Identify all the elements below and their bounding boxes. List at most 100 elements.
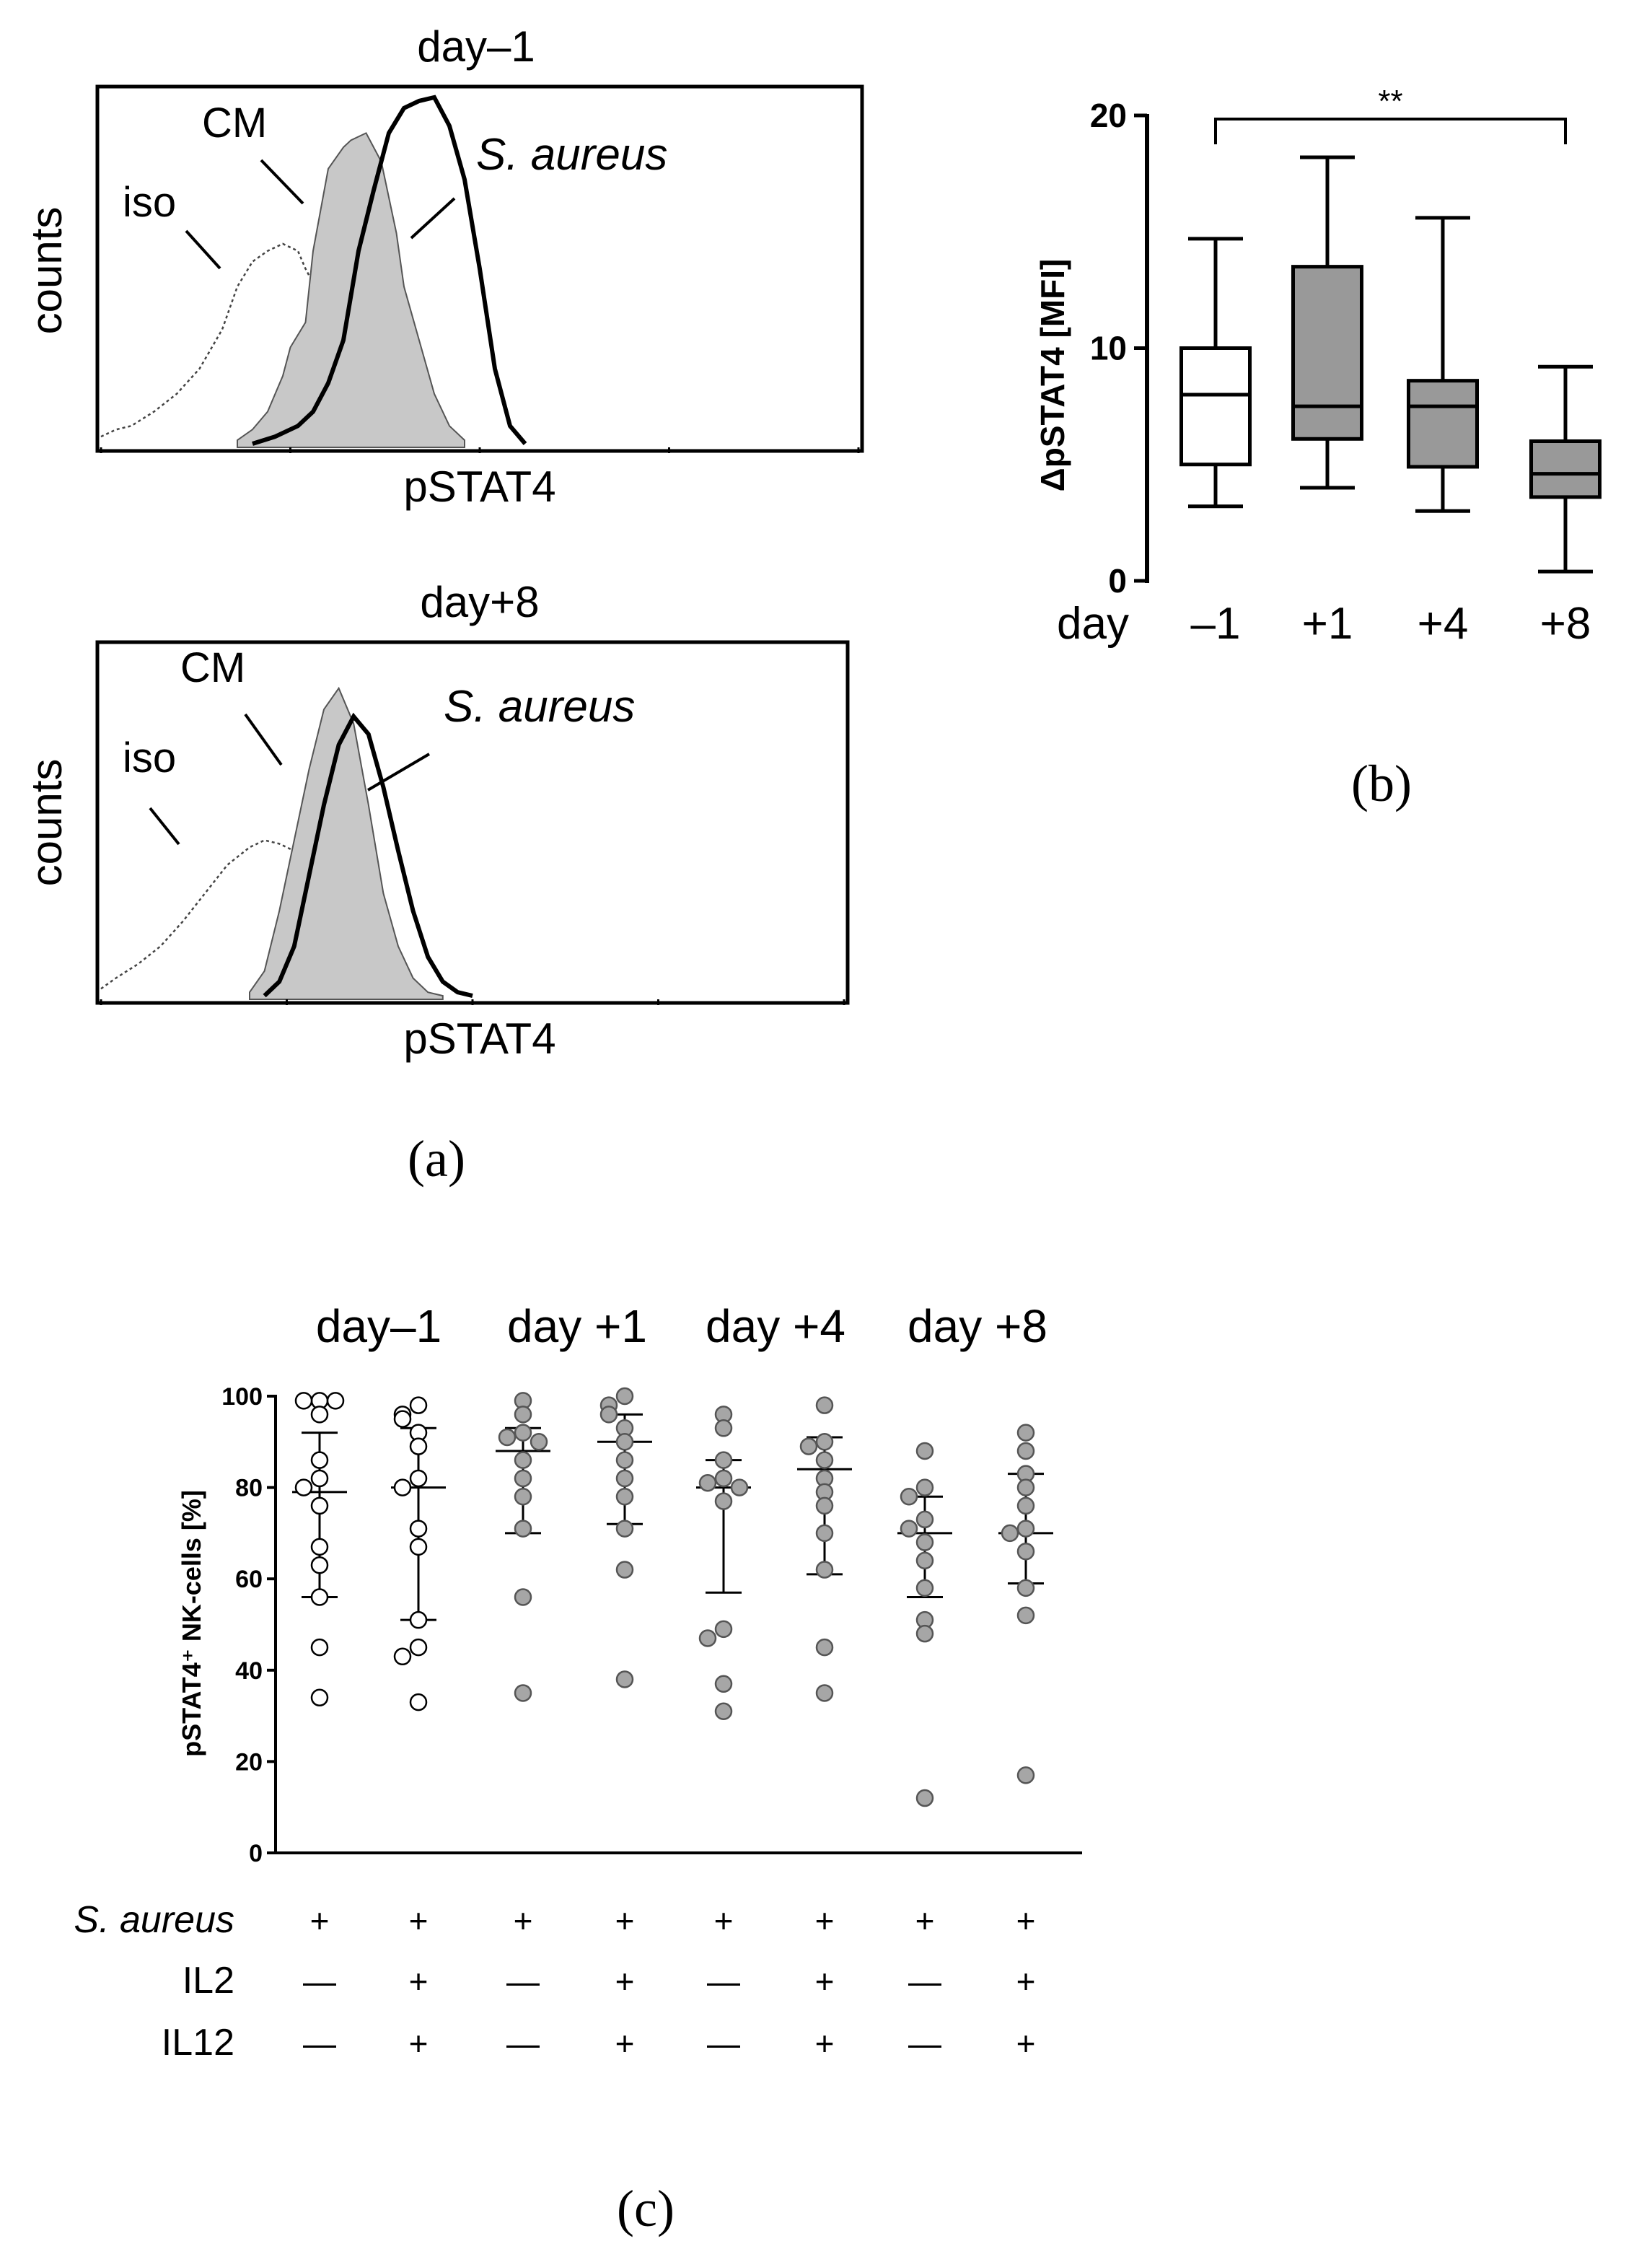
histogram-day-plus8: day+8 counts pSTAT4 iso CM S. aureus bbox=[22, 578, 850, 1063]
row-il12-value: + bbox=[1016, 2025, 1036, 2062]
data-point bbox=[900, 1520, 918, 1538]
data-point bbox=[714, 1675, 733, 1693]
row-il2-value: + bbox=[815, 1963, 835, 2000]
data-point bbox=[714, 1620, 733, 1639]
x-tick-label: –1 bbox=[1191, 599, 1241, 649]
row-sa-value: + bbox=[915, 1902, 935, 1939]
label-cm: CM bbox=[180, 644, 245, 691]
row-sa-value: + bbox=[409, 1902, 429, 1939]
data-point bbox=[615, 1670, 634, 1688]
data-point bbox=[815, 1396, 834, 1414]
y-tick-label: 20 bbox=[1090, 97, 1127, 134]
x-axis-prefix: day bbox=[1057, 599, 1129, 649]
data-point bbox=[514, 1424, 532, 1442]
data-point bbox=[514, 1588, 532, 1606]
data-point bbox=[815, 1433, 834, 1451]
pointer-s-aureus bbox=[366, 753, 431, 792]
data-point bbox=[1001, 1524, 1019, 1543]
data-point bbox=[514, 1520, 532, 1538]
label-iso: iso bbox=[123, 179, 176, 226]
y-tick-label: 20 bbox=[235, 1748, 263, 1776]
y-tick-label: 80 bbox=[235, 1475, 263, 1502]
row-il12-value: — bbox=[303, 2025, 336, 2062]
data-point bbox=[294, 1392, 313, 1410]
label-s-aureus: S. aureus bbox=[444, 682, 635, 732]
label-cm: CM bbox=[202, 100, 267, 146]
data-point bbox=[615, 1469, 634, 1488]
data-point bbox=[1016, 1478, 1035, 1496]
data-point bbox=[498, 1428, 517, 1447]
panel-label-a: (a) bbox=[408, 1130, 465, 1188]
row-label: IL12 bbox=[162, 2022, 234, 2064]
row-il12-value: + bbox=[815, 2025, 835, 2062]
y-tick-label: 100 bbox=[221, 1383, 263, 1411]
panel-label-b: (b) bbox=[1351, 755, 1412, 812]
pointer-s-aureus bbox=[410, 197, 456, 240]
row-label: S. aureus bbox=[74, 1899, 234, 1941]
data-point bbox=[599, 1406, 618, 1424]
row-sa-value: + bbox=[514, 1902, 533, 1939]
y-axis-label: pSTAT4⁺ NK-cells [%] bbox=[177, 1490, 206, 1757]
data-point bbox=[310, 1556, 329, 1574]
row-il12-value: — bbox=[707, 2025, 740, 2062]
row-sa-value: + bbox=[615, 1902, 635, 1939]
data-point bbox=[615, 1387, 634, 1406]
data-point bbox=[393, 1410, 412, 1428]
histogram-day-minus1: day–1 counts pSTAT4 iso CM S. aureus bbox=[22, 22, 864, 511]
day-label: day–1 bbox=[316, 1300, 441, 1352]
label-iso: iso bbox=[123, 735, 176, 781]
data-point bbox=[310, 1538, 329, 1556]
data-point bbox=[310, 1406, 329, 1424]
data-point bbox=[900, 1488, 918, 1506]
data-point bbox=[409, 1469, 428, 1488]
data-point bbox=[1016, 1442, 1035, 1460]
data-point bbox=[714, 1469, 733, 1488]
row-il12-value: + bbox=[615, 2025, 635, 2062]
histogram-plot bbox=[100, 686, 845, 1005]
row-sa-value: + bbox=[714, 1902, 734, 1939]
data-point bbox=[615, 1451, 634, 1469]
series-iso-curve bbox=[100, 242, 427, 438]
data-point bbox=[409, 1396, 428, 1414]
data-point bbox=[409, 1538, 428, 1556]
box-iqr bbox=[1179, 346, 1252, 467]
data-point bbox=[615, 1520, 634, 1538]
panel-label-c: (c) bbox=[617, 2180, 675, 2237]
x-tick-label: +4 bbox=[1418, 599, 1469, 649]
pointer-cm bbox=[244, 713, 283, 766]
data-point bbox=[714, 1492, 733, 1510]
data-point bbox=[393, 1647, 412, 1666]
data-point bbox=[310, 1688, 329, 1707]
y-tick-label: 0 bbox=[1108, 562, 1127, 600]
series-s-aureus-curve bbox=[263, 712, 473, 999]
data-point bbox=[514, 1451, 532, 1469]
row-sa-value: + bbox=[1016, 1902, 1036, 1939]
data-point bbox=[310, 1496, 329, 1515]
data-point bbox=[294, 1478, 313, 1496]
y-tick-label: 60 bbox=[235, 1566, 263, 1593]
y-axis-label: ΔpSTAT4 [MFI] bbox=[1034, 259, 1071, 492]
data-point bbox=[815, 1451, 834, 1469]
y-tick-label: 40 bbox=[235, 1657, 263, 1685]
data-point bbox=[514, 1406, 532, 1424]
row-il2-value: + bbox=[615, 1963, 635, 2000]
data-point bbox=[714, 1419, 733, 1437]
row-il2-value: — bbox=[303, 1963, 336, 2000]
data-point bbox=[815, 1638, 834, 1657]
row-il2-value: + bbox=[1016, 1963, 1036, 2000]
data-point bbox=[915, 1789, 934, 1807]
x-axis-label: pSTAT4 bbox=[403, 463, 555, 511]
data-point bbox=[615, 1433, 634, 1451]
histogram-plot bbox=[100, 95, 860, 453]
data-point bbox=[409, 1520, 428, 1538]
row-il12-value: + bbox=[409, 2025, 429, 2062]
day-label: day +8 bbox=[908, 1300, 1047, 1352]
data-point bbox=[615, 1561, 634, 1579]
scatter-chart: pSTAT4⁺ NK-cells [%] 0 20 40 60 80 100 day–1 da… bbox=[74, 1300, 1082, 2064]
series-s-aureus-curve bbox=[252, 95, 527, 446]
histogram-title: day+8 bbox=[420, 578, 539, 626]
data-point bbox=[730, 1478, 749, 1496]
data-point bbox=[530, 1433, 548, 1451]
box-iqr bbox=[1529, 439, 1602, 499]
